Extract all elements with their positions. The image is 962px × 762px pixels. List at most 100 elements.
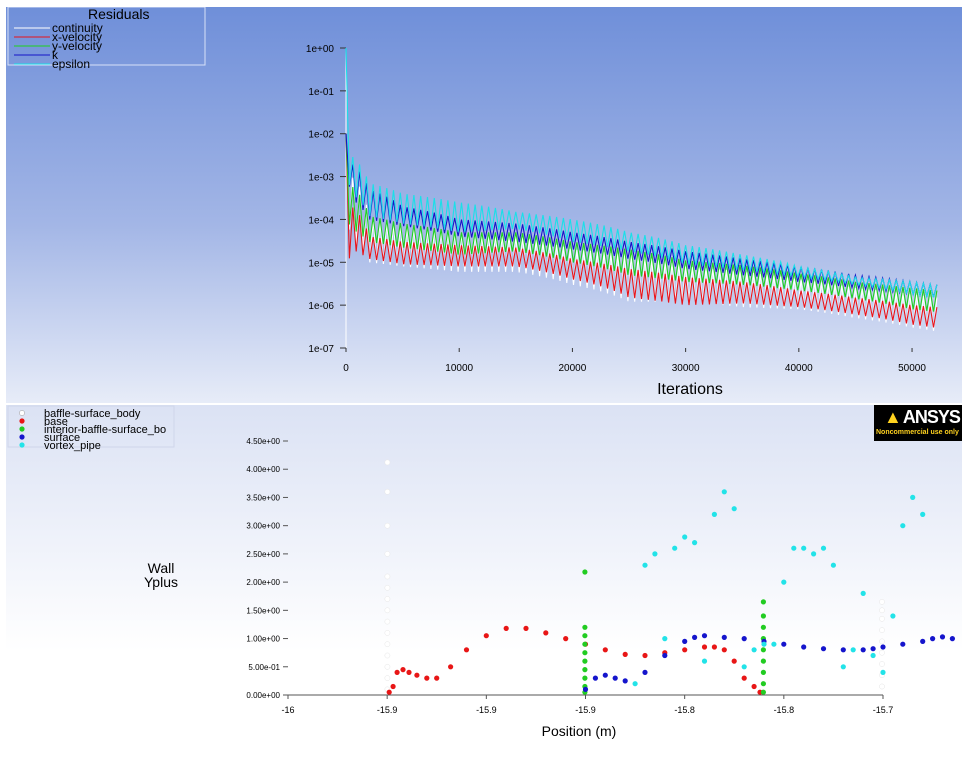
data-point xyxy=(760,669,767,675)
residual-line xyxy=(345,133,938,328)
data-point xyxy=(384,652,391,659)
data-point xyxy=(384,573,391,580)
data-point xyxy=(582,624,588,630)
data-point xyxy=(642,652,648,659)
legend-marker xyxy=(19,426,25,432)
ansys-logo: ▲ ANSYS Noncommercial use only xyxy=(874,405,962,441)
data-point xyxy=(582,686,589,692)
data-point xyxy=(721,489,727,495)
data-point xyxy=(384,551,391,557)
yplus-y-axis-label: Wall Yplus xyxy=(144,560,178,590)
yplus-y-tick-label: 0.00e+00 xyxy=(246,691,280,700)
data-point xyxy=(879,649,885,656)
data-point xyxy=(879,607,885,614)
yplus-y-tick-label: 3.00e+00 xyxy=(246,522,280,531)
data-point xyxy=(384,675,391,681)
data-point xyxy=(483,633,489,639)
data-point xyxy=(662,636,668,642)
data-point xyxy=(642,669,648,675)
data-point xyxy=(860,590,866,596)
data-point xyxy=(386,689,392,695)
data-point xyxy=(760,599,767,605)
data-point xyxy=(880,644,886,650)
data-point xyxy=(384,607,391,614)
residuals-y-tick-label: 1e-07 xyxy=(308,344,334,355)
data-point xyxy=(632,681,638,687)
residuals-y-tick-label: 1e-05 xyxy=(308,258,334,269)
series-interior-baffle-surface-bo xyxy=(582,569,767,695)
data-point xyxy=(741,675,747,681)
data-point xyxy=(384,459,391,466)
logo-note: Noncommercial use only xyxy=(876,429,959,436)
data-point xyxy=(682,534,688,540)
data-point xyxy=(741,664,747,670)
logo-text: ANSYS xyxy=(902,407,961,427)
residuals-x-tick-label: 10000 xyxy=(445,363,473,374)
series-continuity xyxy=(345,133,938,331)
data-point xyxy=(701,658,708,664)
data-point xyxy=(751,683,757,690)
data-point xyxy=(731,506,737,512)
data-point xyxy=(761,641,767,647)
data-point xyxy=(642,562,648,568)
data-point xyxy=(602,647,608,653)
yplus-legend-item: interior-baffle-surface_bo xyxy=(44,424,166,436)
data-point xyxy=(811,551,817,557)
yplus-x-tick-label: -15.8 xyxy=(674,705,695,715)
yplus-x-tick-label: -15.7 xyxy=(873,705,894,715)
yplus-legend-box xyxy=(7,405,175,448)
data-point xyxy=(682,647,688,653)
legend-marker xyxy=(19,418,25,424)
data-point xyxy=(850,647,856,653)
data-point xyxy=(434,675,440,681)
residuals-y-tick-label: 1e-02 xyxy=(308,130,334,141)
series-baffle-surface-body xyxy=(384,459,885,693)
residuals-y-tick-label: 1e+00 xyxy=(306,44,335,55)
data-point xyxy=(879,661,885,667)
data-point xyxy=(760,681,767,687)
data-point xyxy=(949,636,956,642)
data-point xyxy=(400,667,406,673)
residuals-legend-box xyxy=(7,6,206,66)
data-point xyxy=(394,669,400,675)
residuals-plot-panel: Residuals continuity x-velocity y-velocity… xyxy=(6,6,962,403)
yplus-axes: 0.00e+00 5.00e-01 1.00e+00 1.50e+00 2.00e+00… xyxy=(246,437,893,715)
data-point xyxy=(384,630,391,636)
residuals-x-tick-label: 50000 xyxy=(898,363,926,374)
series-x-velocity xyxy=(345,133,938,328)
data-point xyxy=(879,683,885,690)
data-point xyxy=(662,652,668,659)
data-point xyxy=(672,545,678,551)
data-point xyxy=(870,646,876,652)
data-point xyxy=(820,646,827,652)
yplus-chart: baffle-surface_bodybaseinterior-baffle-s… xyxy=(7,405,956,739)
data-point xyxy=(879,627,885,633)
data-point xyxy=(781,641,787,647)
legend-marker xyxy=(19,434,25,440)
data-point xyxy=(741,636,747,642)
residuals-x-tick-label: 20000 xyxy=(559,363,587,374)
yplus-legend-item: base xyxy=(44,416,68,428)
residuals-y-tick-label: 1e-04 xyxy=(308,215,334,226)
graduation-cap-icon: ▲ xyxy=(884,407,902,427)
residual-line xyxy=(345,133,938,299)
data-point xyxy=(652,551,658,557)
data-point xyxy=(622,651,628,657)
data-point xyxy=(920,638,926,644)
data-point xyxy=(406,669,412,675)
residuals-y-tick-label: 1e-06 xyxy=(308,301,334,312)
residuals-x-axis-label: Iterations xyxy=(657,381,723,398)
data-point xyxy=(879,615,885,622)
residuals-x-tick-label: 0 xyxy=(343,363,349,374)
data-point xyxy=(760,658,767,664)
residuals-series xyxy=(345,47,938,331)
data-point xyxy=(701,644,708,650)
data-point xyxy=(692,634,698,640)
data-point xyxy=(448,664,454,670)
data-point xyxy=(920,511,926,517)
data-point xyxy=(860,647,866,653)
yplus-x-tick-label: -15.9 xyxy=(575,705,596,715)
data-point xyxy=(771,641,777,647)
yplus-y-tick-label: 1.00e+00 xyxy=(246,635,280,644)
